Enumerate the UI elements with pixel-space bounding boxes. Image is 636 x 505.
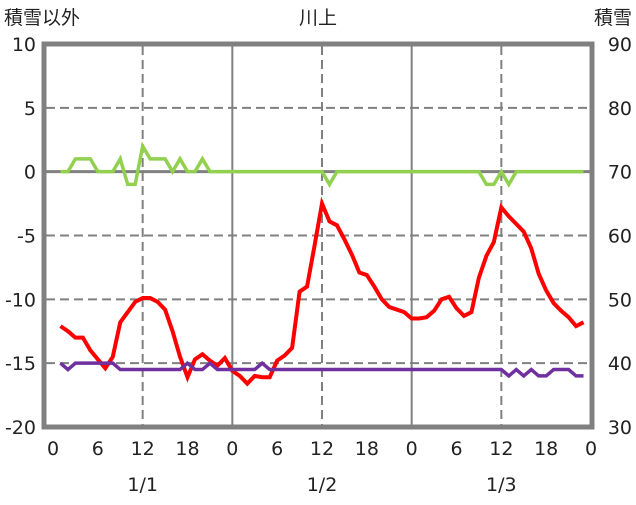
chart-title: 川上 [299, 7, 337, 29]
x-tick-label: 12 [310, 438, 334, 460]
x-tick-label: 18 [355, 438, 379, 460]
right-tick-label: 40 [608, 353, 632, 375]
x-tick-label: 12 [131, 438, 155, 460]
day-label: 1/3 [486, 474, 517, 496]
snow-depth-line [59, 360, 584, 379]
x-tick-label: 18 [175, 438, 199, 460]
x-tick-label: 6 [450, 438, 462, 460]
x-tick-label: 18 [534, 438, 558, 460]
x-tick-label: 0 [585, 438, 597, 460]
left-tick-label: 10 [12, 34, 36, 56]
left-tick-label: -20 [5, 417, 36, 439]
x-tick-label: 0 [47, 438, 59, 460]
left-axis-title: 積雪以外 [4, 7, 80, 29]
right-tick-label: 30 [608, 417, 632, 439]
series-lines [59, 141, 585, 387]
left-tick-label: 0 [24, 162, 36, 184]
right-tick-label: 60 [608, 226, 632, 248]
x-tick-label: 0 [406, 438, 418, 460]
x-tick-label: 6 [271, 438, 283, 460]
day-label: 1/1 [127, 474, 158, 496]
left-tick-label: 5 [24, 98, 36, 120]
x-tick-label: 6 [92, 438, 104, 460]
plot-frame [41, 41, 595, 430]
snow-change-line [60, 141, 584, 188]
x-tick-label: 0 [226, 438, 238, 460]
left-tick-label: -15 [5, 353, 36, 375]
right-tick-label: 80 [608, 98, 632, 120]
day-label: 1/2 [307, 474, 338, 496]
left-tick-label: -10 [5, 289, 36, 311]
right-tick-label: 70 [608, 162, 632, 184]
left-tick-label: -5 [17, 226, 36, 248]
right-tick-label: 50 [608, 289, 632, 311]
right-tick-label: 90 [608, 34, 632, 56]
x-tick-label: 12 [489, 438, 513, 460]
temperature-line [59, 196, 585, 387]
right-axis-title: 積雪 [594, 7, 632, 29]
